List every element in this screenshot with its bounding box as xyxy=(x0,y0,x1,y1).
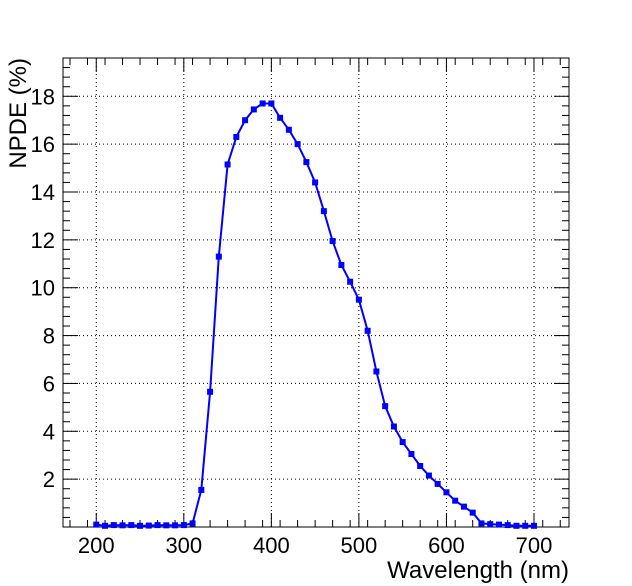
y-tick-label: 6 xyxy=(43,371,55,396)
x-tick-label: 200 xyxy=(78,533,115,558)
data-point-marker xyxy=(417,462,424,469)
data-point-marker xyxy=(294,141,301,148)
data-point-marker xyxy=(128,522,135,529)
tick-labels: 200 300 400 500 600 700 2 4 6 8 10 12 14 16 18 xyxy=(31,84,553,558)
data-point-marker xyxy=(460,503,467,510)
y-tick-label: 12 xyxy=(31,228,55,253)
y-tick-label: 18 xyxy=(31,84,55,109)
data-point-marker xyxy=(268,100,275,107)
data-point-marker xyxy=(154,522,161,529)
data-series xyxy=(93,100,537,529)
x-tick-label: 600 xyxy=(428,533,465,558)
data-point-marker xyxy=(312,179,319,186)
data-point-marker xyxy=(242,117,249,124)
data-point-marker xyxy=(207,388,214,395)
data-point-marker xyxy=(452,497,459,504)
data-point-marker xyxy=(347,278,354,285)
data-point-marker xyxy=(487,521,494,528)
data-point-marker xyxy=(425,472,432,479)
data-point-marker xyxy=(250,106,257,113)
data-point-marker xyxy=(285,126,292,133)
data-point-marker xyxy=(355,296,362,303)
data-point-marker xyxy=(303,159,310,166)
data-point-marker xyxy=(382,403,389,410)
x-tick-label: 500 xyxy=(341,533,378,558)
data-point-marker xyxy=(338,261,345,268)
data-point-marker xyxy=(530,522,537,529)
data-point-marker xyxy=(399,439,406,446)
data-point-marker xyxy=(522,522,529,529)
axis-ticks xyxy=(63,57,569,527)
data-point-marker xyxy=(320,208,327,215)
data-point-marker xyxy=(110,522,117,529)
data-point-marker xyxy=(443,489,450,496)
data-point-marker xyxy=(469,509,476,516)
y-tick-label: 4 xyxy=(43,419,55,444)
data-point-marker xyxy=(329,238,336,245)
data-point-marker xyxy=(224,161,231,168)
x-tick-label: 300 xyxy=(165,533,202,558)
data-point-marker xyxy=(434,480,441,487)
data-point-marker xyxy=(93,521,100,528)
x-tick-label: 700 xyxy=(516,533,553,558)
x-tick-label: 400 xyxy=(253,533,290,558)
data-point-marker xyxy=(408,451,415,458)
data-point-marker xyxy=(189,520,196,527)
data-point-marker xyxy=(504,522,511,529)
data-point-marker xyxy=(233,133,240,140)
data-point-marker xyxy=(364,327,371,334)
data-point-marker xyxy=(495,521,502,528)
data-point-marker xyxy=(145,522,152,529)
y-tick-label: 2 xyxy=(43,467,55,492)
data-point-marker xyxy=(513,522,520,529)
data-point-marker xyxy=(215,253,222,260)
data-point-marker xyxy=(102,522,109,529)
data-point-marker xyxy=(259,100,266,107)
data-point-marker xyxy=(478,520,485,527)
y-tick-label: 14 xyxy=(31,180,55,205)
data-point-marker xyxy=(137,522,144,529)
data-point-marker xyxy=(163,522,170,529)
plot-frame xyxy=(62,57,570,528)
y-tick-label: 10 xyxy=(31,276,55,301)
x-axis-title: Wavelength (nm) xyxy=(387,557,569,584)
grid-lines xyxy=(63,58,569,527)
data-point-marker xyxy=(373,368,380,375)
data-point-marker xyxy=(198,486,205,493)
data-point-marker xyxy=(390,423,397,430)
data-point-marker xyxy=(172,522,179,529)
data-point-marker xyxy=(277,114,284,121)
data-point-marker xyxy=(180,522,187,529)
data-point-marker xyxy=(119,522,126,529)
y-tick-label: 8 xyxy=(43,324,55,349)
series-line xyxy=(96,102,534,527)
y-tick-label: 16 xyxy=(31,132,55,157)
y-axis-title: NPDE (%) xyxy=(5,58,32,169)
